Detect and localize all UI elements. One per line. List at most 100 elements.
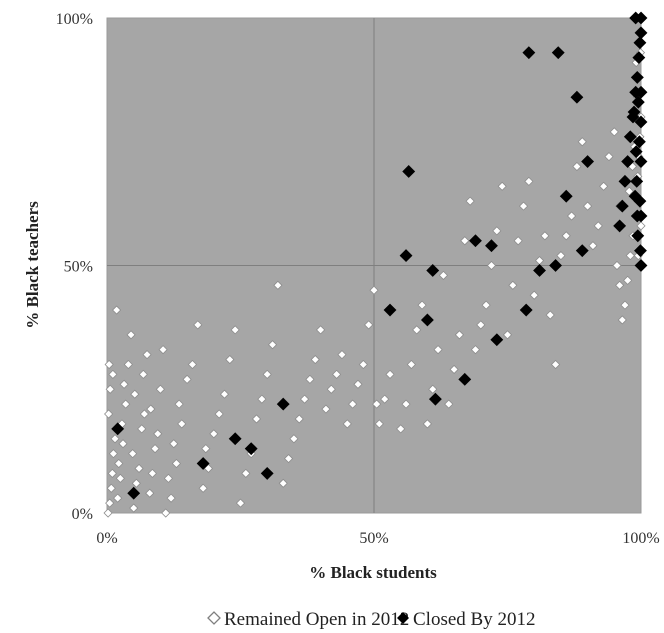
open-school-point — [550, 359, 561, 370]
open-school-point — [106, 483, 116, 493]
closed-school-point — [244, 442, 258, 456]
open-school-point — [131, 478, 141, 488]
open-school-point — [454, 330, 465, 340]
closed-school-point — [631, 95, 645, 109]
open-school-point — [497, 181, 507, 191]
open-school-point — [492, 226, 502, 236]
open-school-point — [145, 488, 155, 498]
legend-closed-diamond-icon — [397, 612, 409, 624]
closed-school-point — [458, 372, 472, 386]
open-school-point — [118, 439, 128, 449]
open-school-point — [139, 409, 149, 419]
closed-school-point — [469, 234, 482, 248]
open-school-point — [593, 221, 603, 231]
open-school-point — [624, 186, 634, 196]
x-tick-label: 0% — [96, 530, 117, 547]
open-school-point — [620, 300, 630, 310]
open-school-point — [348, 399, 358, 409]
open-school-point — [273, 280, 283, 290]
closed-school-point — [383, 303, 397, 317]
open-school-point — [449, 364, 459, 375]
open-school-point — [278, 478, 288, 488]
open-school-point — [465, 196, 475, 206]
open-school-point — [150, 444, 160, 454]
open-school-point — [358, 359, 368, 370]
open-school-point — [604, 152, 614, 162]
open-school-point — [438, 270, 448, 280]
open-school-point — [171, 458, 181, 469]
open-school-point — [147, 468, 157, 478]
closed-school-point — [522, 46, 536, 60]
open-school-point — [201, 444, 211, 454]
closed-school-point — [630, 209, 644, 223]
x-tick-label: 50% — [359, 530, 388, 547]
y-tick-label: 100% — [56, 11, 93, 28]
open-school-point — [130, 389, 140, 399]
open-school-point — [502, 330, 513, 340]
closed-school-point — [633, 36, 647, 50]
open-school-point — [115, 473, 125, 483]
closed-school-point — [628, 189, 642, 203]
open-school-point — [524, 176, 534, 186]
open-school-point — [230, 325, 240, 335]
closed-school-point — [490, 333, 504, 347]
open-school-point — [612, 260, 622, 271]
open-school-point — [599, 181, 609, 191]
open-school-point — [316, 325, 326, 335]
open-school-point — [146, 404, 156, 414]
open-school-point — [289, 434, 299, 444]
open-school-point — [138, 369, 148, 379]
closed-school-point — [632, 135, 646, 149]
open-school-point — [182, 374, 192, 384]
closed-school-point — [629, 11, 643, 25]
legend-label-closed: Closed By 2012 — [413, 609, 535, 630]
closed-school-point — [111, 422, 125, 436]
open-school-point — [134, 463, 144, 474]
closed-school-point — [402, 165, 416, 178]
open-school-point — [108, 369, 118, 379]
closed-school-point — [634, 85, 648, 99]
open-school-point — [364, 320, 374, 330]
open-school-point — [300, 394, 310, 404]
closed-school-point — [621, 155, 635, 168]
y-axis-title: % Black teachers — [23, 201, 42, 329]
open-school-point — [572, 161, 582, 172]
closed-school-point — [559, 189, 573, 203]
open-school-point — [623, 275, 633, 285]
open-school-point — [153, 429, 163, 439]
open-school-point — [142, 350, 152, 360]
open-school-point — [113, 493, 123, 503]
open-school-point — [225, 354, 235, 365]
closed-school-point — [127, 486, 141, 500]
open-school-point — [187, 359, 198, 370]
open-school-point — [155, 384, 165, 394]
closed-school-point — [570, 90, 584, 104]
closed-school-point — [634, 155, 648, 168]
open-school-point — [158, 345, 168, 355]
closed-school-point — [551, 46, 565, 60]
open-school-point — [105, 498, 115, 508]
open-school-point — [110, 434, 120, 444]
open-school-point — [310, 354, 320, 365]
closed-school-point — [631, 229, 645, 243]
open-school-point — [476, 320, 486, 330]
open-school-point — [369, 285, 379, 295]
open-school-point — [112, 305, 122, 315]
closed-school-point — [634, 26, 648, 40]
closed-school-point — [615, 199, 629, 213]
closed-school-point — [623, 130, 637, 144]
open-school-point — [107, 468, 117, 478]
open-school-point — [305, 374, 315, 384]
closed-school-point — [634, 259, 648, 272]
closed-school-point — [629, 145, 643, 159]
open-school-point — [636, 221, 646, 231]
open-school-point — [412, 325, 422, 335]
closed-school-point — [276, 397, 290, 411]
open-school-point — [567, 211, 577, 221]
open-school-point — [481, 300, 491, 310]
legend-label-open: Remained Open in 2012 — [224, 609, 409, 630]
open-school-point — [121, 399, 131, 409]
open-school-point — [104, 409, 114, 419]
open-school-point — [103, 508, 113, 518]
